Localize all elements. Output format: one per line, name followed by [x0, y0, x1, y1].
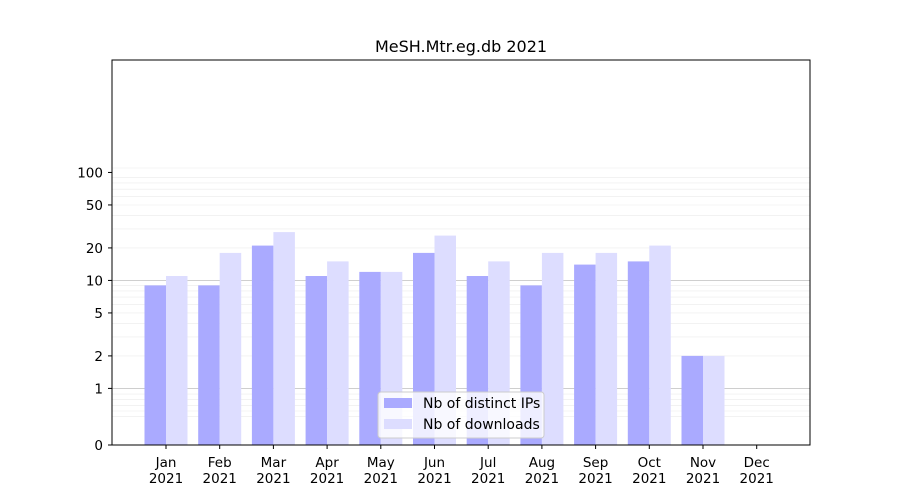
bar-distinct-ips [681, 355, 703, 445]
legend-swatch-downloads [384, 419, 412, 429]
x-tick-label-month: Aug [529, 455, 555, 471]
y-axis: 0 1 2 5 10 20 50 100 [77, 165, 112, 454]
legend-box [377, 391, 545, 439]
y-tick-label: 50 [86, 198, 103, 214]
y-tick-label: 2 [94, 349, 103, 365]
x-tick-label-year: 2021 [686, 471, 720, 487]
bar-downloads [595, 252, 618, 445]
plot-frame [111, 59, 811, 446]
bar-distinct-ips [144, 285, 166, 445]
y-tick-label: 5 [94, 306, 103, 322]
x-tick-label-month: Mar [261, 455, 287, 471]
x-axis: Jan2021Feb2021Mar2021Apr2021May2021Jun20… [149, 445, 774, 487]
y-tick-label: 20 [86, 241, 103, 257]
bar-distinct-ips [305, 276, 328, 445]
x-tick-label-month: May [367, 455, 395, 471]
bar-downloads [219, 252, 242, 445]
x-tick-label-year: 2021 [578, 471, 612, 487]
bar-downloads [541, 252, 564, 445]
bar-distinct-ips [198, 285, 220, 445]
x-tick-label-year: 2021 [310, 471, 344, 487]
x-tick-label-year: 2021 [203, 471, 237, 487]
x-tick-label-year: 2021 [364, 471, 398, 487]
x-tick-label-year: 2021 [256, 471, 290, 487]
bar-distinct-ips [359, 271, 381, 445]
x-tick-label-year: 2021 [740, 471, 774, 487]
bar-downloads [327, 261, 349, 445]
y-tick-label: 1 [94, 381, 103, 397]
bar-downloads [703, 355, 725, 445]
bar-downloads [649, 245, 671, 445]
x-tick-label-year: 2021 [632, 471, 666, 487]
legend-label-distinct-ips: Nb of distinct IPs [423, 396, 540, 412]
legend-label-downloads: Nb of downloads [423, 417, 540, 433]
y-tick-label: 100 [77, 165, 103, 181]
x-tick-label-month: Sep [583, 455, 608, 471]
legend: Nb of distinct IPs Nb of downloads [377, 391, 545, 439]
y-tick-label: 0 [94, 438, 103, 454]
x-tick-label-month: Jul [479, 455, 496, 471]
bar-distinct-ips [251, 245, 274, 445]
legend-swatch-distinct-ips [384, 398, 412, 408]
x-tick-label-year: 2021 [417, 471, 451, 487]
x-tick-label-year: 2021 [149, 471, 183, 487]
x-tick-label-year: 2021 [525, 471, 559, 487]
x-tick-label-month: Feb [208, 455, 232, 471]
bar-downloads [166, 276, 188, 445]
bar-distinct-ips [574, 264, 596, 445]
x-tick-label-month: Jan [155, 455, 177, 471]
bar-distinct-ips [627, 261, 650, 445]
x-tick-label-month: Oct [638, 455, 661, 471]
x-tick-label-month: Dec [744, 455, 770, 471]
x-tick-label-month: Nov [690, 455, 716, 471]
x-tick-label-year: 2021 [471, 471, 505, 487]
x-tick-label-month: Apr [315, 455, 339, 471]
chart-title: MeSH.Mtr.eg.db 2021 [375, 37, 547, 56]
x-tick-label-month: Jun [423, 455, 445, 471]
bar-downloads [273, 232, 295, 445]
y-tick-label: 10 [86, 273, 103, 289]
